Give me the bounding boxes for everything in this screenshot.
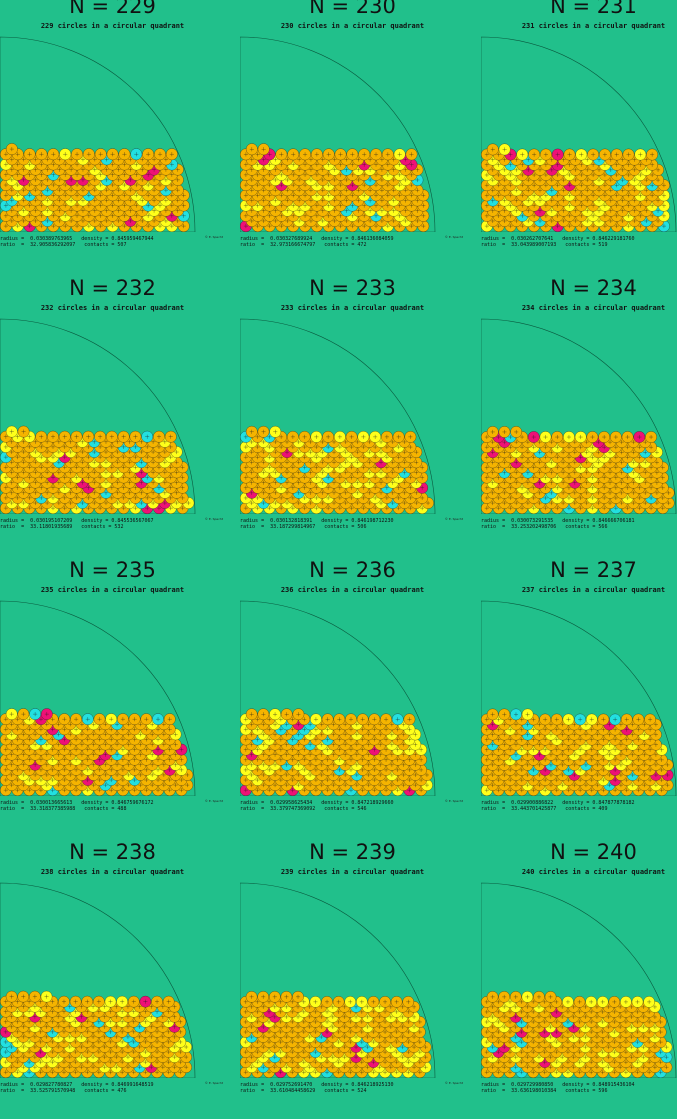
panel-subtitle: 238 circles in a circular quadrant: [0, 868, 225, 876]
panel-title: N = 234: [481, 276, 677, 300]
ratio-value: 33.443701425877: [511, 806, 556, 812]
panel-stats: radius = 0.030013665613 density = 0.8467…: [0, 800, 225, 812]
quadrant-plot: [481, 600, 677, 796]
quadrant-plot: [240, 36, 436, 232]
credit-text: © E. Specht: [205, 1082, 223, 1086]
ratio-value: 33.318377385988: [30, 806, 75, 812]
panel-title: N = 235: [0, 558, 225, 582]
ratio-value: 33.379747369092: [270, 806, 315, 812]
panel-stats: radius = 0.029900886822 density = 0.8478…: [481, 800, 677, 812]
packing-panel-229: N = 229 229 circles in a circular quadran…: [0, 0, 225, 273]
panel-title: N = 232: [0, 276, 225, 300]
panel-subtitle: 236 circles in a circular quadrant: [240, 586, 465, 594]
ratio-value: 33.253202498706: [511, 524, 556, 530]
quadrant-plot: [240, 600, 436, 796]
quadrant-plot: [0, 882, 196, 1078]
panel-title: N = 239: [240, 840, 465, 864]
contacts-value: 488: [117, 806, 126, 812]
panel-subtitle: 229 circles in a circular quadrant: [0, 22, 225, 30]
panel-subtitle: 231 circles in a circular quadrant: [481, 22, 677, 30]
ratio-value: 33.525791570948: [30, 1088, 75, 1094]
panel-stats: radius = 0.029827780827 density = 0.8469…: [0, 1082, 225, 1094]
contacts-value: 532: [114, 524, 123, 530]
ratio-value: 32.973166674797: [270, 242, 315, 248]
panel-stats: radius = 0.030073291535 density = 0.8466…: [481, 518, 677, 530]
credit-text: © E. Specht: [205, 518, 223, 522]
contacts-value: 546: [357, 806, 366, 812]
panel-title: N = 238: [0, 840, 225, 864]
panel-title: N = 229: [0, 0, 225, 18]
contacts-value: 519: [598, 242, 607, 248]
quadrant-plot: [481, 36, 677, 232]
panel-subtitle: 239 circles in a circular quadrant: [240, 868, 465, 876]
panel-subtitle: 234 circles in a circular quadrant: [481, 304, 677, 312]
quadrant-plot: [240, 318, 436, 514]
panel-title: N = 237: [481, 558, 677, 582]
credit-text: © E. Specht: [205, 800, 223, 804]
panel-title: N = 236: [240, 558, 465, 582]
panel-title: N = 230: [240, 0, 465, 18]
quadrant-plot: [481, 318, 677, 514]
panel-subtitle: 237 circles in a circular quadrant: [481, 586, 677, 594]
panel-stats: radius = 0.029958625434 density = 0.8472…: [240, 800, 465, 812]
packing-panel-231: N = 231 231 circles in a circular quadran…: [481, 0, 677, 273]
panel-subtitle: 232 circles in a circular quadrant: [0, 304, 225, 312]
quadrant-plot: [0, 36, 196, 232]
contacts-value: 507: [117, 242, 126, 248]
panel-subtitle: 233 circles in a circular quadrant: [240, 304, 465, 312]
credit-text: © E. Specht: [445, 236, 463, 240]
panel-title: N = 233: [240, 276, 465, 300]
credit-text: © E. Specht: [445, 800, 463, 804]
ratio-value: 32.905836292097: [30, 242, 75, 248]
panel-stats: radius = 0.030132818391 density = 0.8461…: [240, 518, 465, 530]
credit-text: © E. Specht: [445, 518, 463, 522]
quadrant-plot: [0, 600, 196, 796]
panel-title: N = 231: [481, 0, 677, 18]
packing-panel-230: N = 230 230 circles in a circular quadran…: [240, 0, 465, 273]
panel-stats: radius = 0.030195107209 density = 0.8455…: [0, 518, 225, 530]
panel-subtitle: 230 circles in a circular quadrant: [240, 22, 465, 30]
ratio-value: 33.187299814967: [270, 524, 315, 530]
credit-text: © E. Specht: [205, 236, 223, 240]
quadrant-plot: [240, 882, 436, 1078]
contacts-value: 476: [117, 1088, 126, 1094]
panel-stats: radius = 0.030389763965 density = 0.8459…: [0, 236, 225, 248]
panel-subtitle: 235 circles in a circular quadrant: [0, 586, 225, 594]
panel-stats: radius = 0.030262707641 density = 0.8462…: [481, 236, 677, 248]
contacts-value: 506: [357, 524, 366, 530]
panel-stats: radius = 0.030327689924 density = 0.8461…: [240, 236, 465, 248]
contacts-value: 472: [357, 242, 366, 248]
contacts-value: 409: [598, 806, 607, 812]
ratio-value: 33.043989007193: [511, 242, 556, 248]
contacts-value: 566: [598, 524, 607, 530]
ratio-value: 33.11801935689: [30, 524, 72, 530]
quadrant-plot: [0, 318, 196, 514]
